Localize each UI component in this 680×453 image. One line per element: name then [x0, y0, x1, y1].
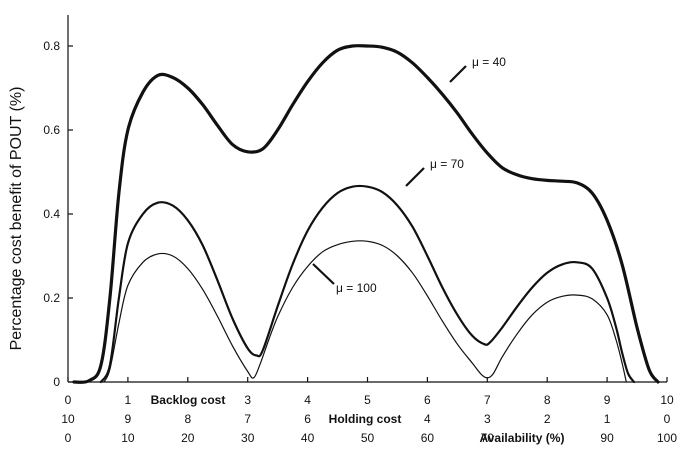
x-tick-label: 3 — [244, 393, 251, 407]
x-tick-label: 100 — [657, 431, 677, 445]
x-tick-label: 6 — [424, 393, 431, 407]
y-axis-label: Percentage cost benefit of POUT (%) — [8, 87, 25, 351]
x-tick-label: 7 — [484, 393, 491, 407]
curve-annotations: μ = 40 μ = 70 μ = 100 — [312, 55, 506, 295]
x-tick-label: 1 — [125, 393, 132, 407]
x-tick-label: 9 — [604, 393, 611, 407]
series-annotation: μ = 70 — [430, 157, 464, 171]
x-tick-label: 0 — [664, 412, 671, 426]
x-tick-label: 0 — [65, 393, 72, 407]
y-ticks: 0 0.2 0.4 0.6 0.8 — [43, 39, 73, 389]
series-annotation: μ = 40 — [472, 55, 506, 69]
series-line — [103, 240, 627, 383]
annotation-leader — [449, 65, 467, 83]
x-tick-label: 1 — [604, 412, 611, 426]
y-tick-label: 0.2 — [43, 291, 60, 305]
x-tick-label: 50 — [361, 431, 375, 445]
x-tick-label: 3 — [484, 412, 491, 426]
x-tick-label: 10 — [660, 393, 674, 407]
x-tick-label: 4 — [424, 412, 431, 426]
x-tick-label: 10 — [61, 412, 75, 426]
x-tick-label: 40 — [301, 431, 315, 445]
x-axis-row: 0 10 20 30 40 50 60 70 90 100 Availability (%) — [65, 431, 678, 445]
x-tick-label: 9 — [125, 412, 132, 426]
annotation-leader — [312, 263, 335, 285]
x-tick-label: 70 — [481, 431, 495, 445]
axes — [67, 15, 667, 383]
x-tick-label: 90 — [600, 431, 614, 445]
x-tick-label: 4 — [304, 393, 311, 407]
y-tick-label: 0.6 — [43, 123, 60, 137]
x-tick-label: 7 — [244, 412, 251, 426]
series-line — [72, 44, 660, 384]
x-tick-label: 30 — [241, 431, 255, 445]
series-line — [99, 184, 636, 384]
x-axis-title: Availability (%) — [480, 431, 565, 445]
x-axis-title: Holding cost — [329, 412, 402, 426]
x-tick-label: 20 — [181, 431, 195, 445]
y-tick-label: 0 — [53, 375, 60, 389]
x-tick-label: 8 — [184, 412, 191, 426]
annotation-leader — [405, 167, 425, 187]
x-ticks — [67, 377, 668, 382]
curves — [72, 44, 660, 384]
x-axis-title: Backlog cost — [151, 393, 226, 407]
x-tick-label: 8 — [544, 393, 551, 407]
x-axis-row: 0 1 3 4 5 6 7 8 9 10 Backlog cost — [65, 393, 674, 407]
x-tick-label: 5 — [364, 393, 371, 407]
x-tick-label: 60 — [421, 431, 435, 445]
x-tick-label: 6 — [304, 412, 311, 426]
y-tick-label: 0.8 — [43, 39, 60, 53]
series-annotation: μ = 100 — [336, 281, 377, 295]
y-tick-label: 0.4 — [43, 207, 60, 221]
x-tick-label: 10 — [121, 431, 135, 445]
x-tick-label: 2 — [544, 412, 551, 426]
x-tick-label: 0 — [65, 431, 72, 445]
